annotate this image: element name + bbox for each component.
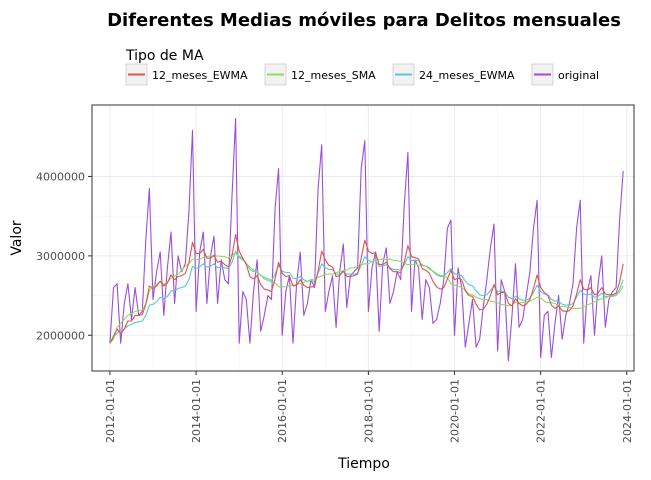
legend-label: original bbox=[558, 69, 599, 82]
legend-item-12-meses-sma: 12_meses_SMA bbox=[264, 63, 376, 86]
series-layer bbox=[109, 117, 624, 362]
legend-label: 12_meses_EWMA bbox=[152, 69, 248, 82]
series-line-12-meses-ewma bbox=[109, 233, 624, 344]
grid bbox=[92, 105, 634, 371]
legend-item-12-meses-ewma: 12_meses_EWMA bbox=[125, 63, 248, 86]
series-line-12-meses-sma bbox=[109, 252, 624, 344]
series-line-original bbox=[109, 117, 624, 362]
legend-item-24-meses-ewma: 24_meses_EWMA bbox=[392, 63, 515, 86]
x-axis: 2012-01-01 2014-01-01 2016-01-01 2018-01-01… bbox=[104, 371, 634, 443]
x-tick-label: 2020-01-01 bbox=[449, 379, 462, 443]
y-tick-label: 2000000 bbox=[36, 329, 85, 342]
y-tick-label: 4000000 bbox=[36, 170, 85, 183]
legend: Tipo de MA 12_meses_EWMA 12_meses_SMA 24_m… bbox=[125, 48, 599, 86]
plot-border bbox=[91, 104, 635, 372]
legend-title: Tipo de MA bbox=[125, 48, 204, 64]
x-tick-label: 2016-01-01 bbox=[276, 379, 289, 443]
x-tick-label: 2024-01-01 bbox=[621, 379, 634, 443]
plot-background bbox=[92, 105, 634, 371]
y-tick-label: 3000000 bbox=[36, 250, 85, 263]
x-axis-title: Tiempo bbox=[337, 456, 390, 472]
legend-label: 12_meses_SMA bbox=[291, 69, 376, 82]
y-axis-title: Valor bbox=[9, 220, 25, 256]
legend-label: 24_meses_EWMA bbox=[419, 69, 515, 82]
legend-item-original: original bbox=[531, 63, 599, 86]
x-tick-label: 2014-01-01 bbox=[190, 379, 203, 443]
series-line-24-meses-ewma bbox=[109, 250, 624, 342]
x-tick-label: 2018-01-01 bbox=[362, 379, 375, 443]
x-tick-label: 2022-01-01 bbox=[535, 379, 548, 443]
y-axis: 2000000 3000000 4000000 bbox=[36, 170, 92, 342]
x-tick-label: 2012-01-01 bbox=[104, 379, 117, 443]
chart-title: Diferentes Medias móviles para Delitos m… bbox=[107, 10, 621, 31]
